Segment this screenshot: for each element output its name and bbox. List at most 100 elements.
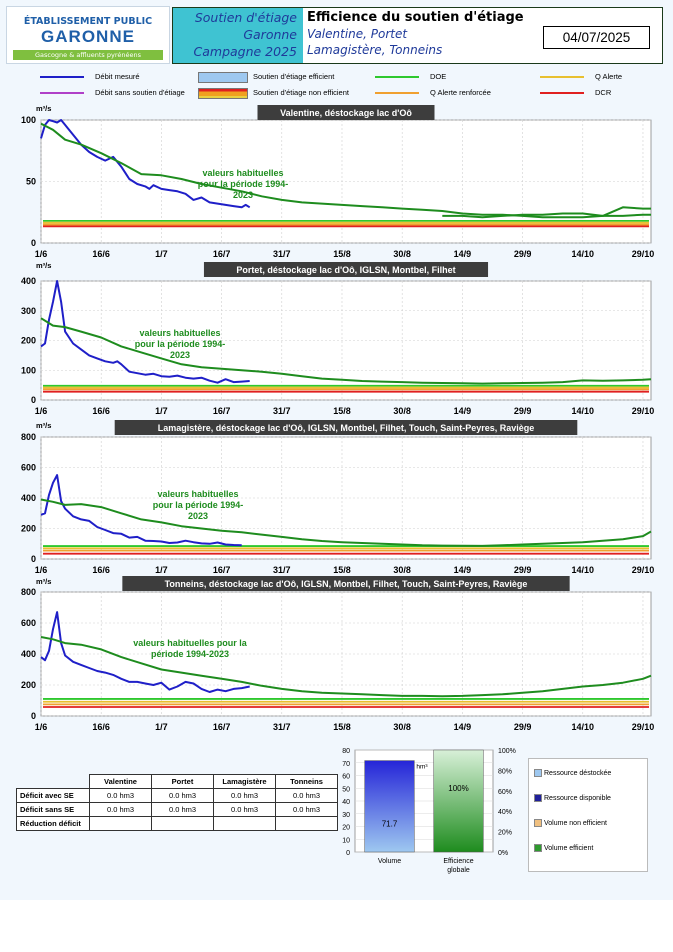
x-tick-label: 14/9 (454, 565, 472, 575)
header-left-line2: Garonne (243, 27, 297, 42)
y-left-tick-label: 80 (342, 748, 350, 755)
line-chart: 1/6 16/6 1/7 16/7 31/7 15/8 30/8 14/9 29/9 14/10 2… (21, 104, 654, 259)
y-tick-label: 100 (21, 365, 36, 375)
y-left-tick-label: 50 (342, 786, 350, 793)
x-tick-label: 16/6 (92, 565, 110, 575)
chart-annotation: valeurs habituelles pour la période 1994-… (135, 328, 226, 360)
bar-legend-label: Ressource déstockée (544, 769, 612, 777)
logo: ÉTABLISSEMENT PUBLIC GARONNE Gascogne & … (6, 6, 170, 64)
legend-swatch (198, 72, 248, 83)
x-tick-label: 15/8 (333, 249, 351, 259)
bar-category-label: Volume (378, 858, 401, 865)
annotation-line: période 1994-2023 (151, 649, 229, 659)
annotation-line: valeurs habituelles (139, 328, 220, 338)
deficit-table: Valentine Portet Lamagistère Tonneins Dé… (16, 774, 338, 831)
table-cell: 0.0 hm3 (151, 788, 214, 803)
chart-title-box (203, 262, 489, 277)
table-row-label: Déficit sans SE (16, 802, 90, 817)
legend-label: Q Alerte (595, 72, 623, 81)
logo-line1: ÉTABLISSEMENT PUBLIC (23, 16, 153, 27)
bar-legend-item: Ressource disponible (534, 794, 611, 802)
y-right-tick-label: 0% (498, 850, 508, 857)
efficiency-bar-chart: 0 10 20 30 40 50 60 70 80 0% 20% 40% 60% 80% 100% 71.7 h… (342, 748, 516, 874)
line-chart: 1/6 16/6 1/7 16/7 31/7 15/8 30/8 14/9 29/9 14/10 2… (21, 576, 654, 732)
logo-line3: Gascogne & affluents pyrénéens (13, 50, 163, 60)
table-row-label: Déficit avec SE (16, 788, 90, 803)
bar-legend-swatch (534, 769, 542, 777)
category-line: globale (447, 867, 470, 874)
x-tick-label: 16/6 (92, 249, 110, 259)
table-row: Déficit sans SE 0.0 hm3 0.0 hm3 0.0 hm3 … (16, 802, 338, 817)
table-cell (151, 816, 214, 831)
annotation-line: 2023 (170, 350, 190, 360)
y-tick-label: 600 (21, 463, 36, 473)
measured-flow-line (40, 119, 251, 209)
category-line: Efficience (443, 858, 473, 865)
y-axis-unit: m³/s (36, 261, 51, 270)
table-cell (89, 816, 152, 831)
x-tick-label: 14/10 (572, 249, 595, 259)
x-tick-label: 1/6 (35, 722, 48, 732)
legend-swatch (198, 88, 248, 99)
y-left-tick-label: 30 (342, 812, 350, 819)
table-cell: 0.0 hm3 (213, 802, 276, 817)
legend-label: Soutien d'étiage non efficient (253, 88, 349, 97)
x-tick-label: 31/7 (273, 722, 291, 732)
bar-legend-swatch (534, 844, 542, 852)
annotation-line: pour la période 1994- (198, 179, 289, 189)
report-header: Soutien d'étiage Garonne Campagne 2025 E… (172, 7, 663, 64)
y-tick-label: 400 (21, 276, 36, 286)
x-tick-label: 14/10 (572, 406, 595, 416)
table-column-header: Portet (151, 774, 214, 789)
bar-legend-swatch (534, 819, 542, 827)
historical-flow-line (40, 317, 652, 385)
bar-value-label: 100% (448, 784, 468, 793)
x-tick-label: 14/9 (454, 249, 472, 259)
y-tick-label: 0 (31, 554, 36, 564)
bar-legend-item: Volume non efficient (534, 819, 607, 827)
y-right-tick-label: 60% (498, 789, 512, 796)
x-tick-label: 30/8 (393, 565, 411, 575)
x-tick-label: 31/7 (273, 249, 291, 259)
y-tick-label: 600 (21, 618, 36, 628)
x-tick-label: 14/9 (454, 722, 472, 732)
x-tick-label: 31/7 (273, 406, 291, 416)
y-left-tick-label: 60 (342, 774, 350, 781)
chart-title-box (114, 420, 578, 435)
table-column-header: Tonneins (275, 774, 338, 789)
logo-line2: GARONNE (41, 27, 135, 46)
x-tick-label: 15/8 (333, 565, 351, 575)
y-axis-unit: m³/s (36, 421, 51, 430)
annotation-line: valeurs habituelles (202, 168, 283, 178)
y-right-tick-label: 100% (498, 748, 516, 755)
x-tick-label: 30/8 (393, 722, 411, 732)
x-tick-label: 29/9 (514, 406, 532, 416)
annotation-line: valeurs habituelles pour la (133, 638, 248, 648)
header-left-line1: Soutien d'étiage (194, 10, 297, 25)
historical-flow-line (40, 636, 652, 698)
legend-swatch (375, 76, 419, 78)
y-tick-label: 0 (31, 395, 36, 405)
bar-legend-item: Ressource déstockée (534, 769, 611, 777)
y-tick-label: 400 (21, 649, 36, 659)
legend-swatch (40, 92, 84, 94)
x-tick-label: 14/9 (454, 406, 472, 416)
table-row: Déficit avec SE 0.0 hm3 0.0 hm3 0.0 hm3 … (16, 788, 338, 803)
table-cell: 0.0 hm3 (89, 802, 152, 817)
table-cell: 0.0 hm3 (151, 802, 214, 817)
table-column-header: Valentine (89, 774, 152, 789)
y-tick-label: 200 (21, 680, 36, 690)
y-right-tick-label: 20% (498, 830, 512, 837)
measured-flow-line (40, 474, 242, 547)
y-right-tick-label: 80% (498, 768, 512, 775)
historical-flow-line (40, 122, 651, 219)
y-axis-unit: m³/s (36, 104, 51, 113)
table-corner (17, 775, 90, 789)
chart-annotation: valeurs habituelles pour la période 1994-… (153, 489, 244, 521)
bar-category-label: Efficience globale (443, 858, 473, 874)
x-tick-label: 1/6 (35, 565, 48, 575)
x-tick-label: 16/6 (92, 722, 110, 732)
annotation-line: 2023 (188, 511, 208, 521)
x-tick-label: 1/6 (35, 406, 48, 416)
